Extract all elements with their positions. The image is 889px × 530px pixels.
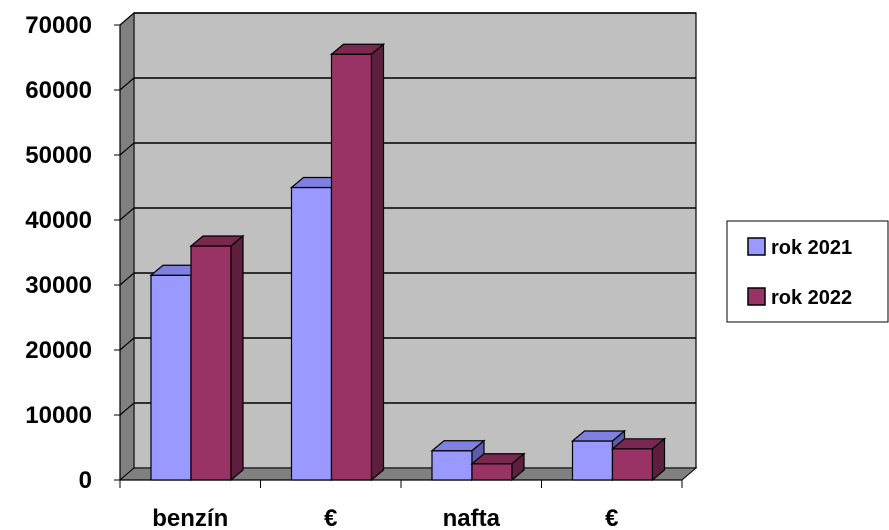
y-tick-label: 10000 (25, 402, 92, 429)
gridline-depth (119, 207, 135, 221)
x-category-label: nafta (443, 505, 501, 530)
bar-front (611, 448, 654, 481)
legend-swatch-2021 (747, 237, 766, 256)
y-tick-label: 70000 (25, 12, 92, 39)
legend-label-2021: rok 2021 (771, 237, 852, 259)
x-axis: benzín € nafta € (119, 479, 683, 530)
y-tick-label: 60000 (25, 77, 92, 104)
y-tick-label: 30000 (25, 272, 92, 299)
x-category-label: benzín (152, 505, 228, 530)
legend: rok 2021 rok 2022 (726, 220, 889, 323)
bar (470, 452, 526, 482)
legend-label-2022: rok 2022 (771, 287, 852, 309)
x-category-label: € (324, 505, 337, 530)
bar (329, 42, 386, 482)
gridline-depth (119, 402, 135, 416)
bar-front (290, 186, 333, 481)
side-wall (119, 11, 135, 482)
y-tick-label: 40000 (25, 207, 92, 234)
gridline-depth (119, 272, 135, 286)
bar-front (330, 53, 373, 481)
legend-swatch-2022 (747, 287, 766, 306)
x-category-label: € (605, 505, 618, 530)
bar-side (511, 452, 525, 482)
bar (610, 437, 667, 482)
bar-front (190, 245, 232, 481)
gridline-depth (119, 337, 135, 351)
bar-side (651, 437, 666, 482)
bars (149, 42, 667, 482)
bar (189, 234, 245, 482)
y-tick-label: 0 (79, 467, 92, 494)
gridline-depth (119, 142, 135, 156)
y-axis: 0 10000 20000 30000 40000 50000 60000 70000 (25, 12, 121, 494)
bar-front (150, 274, 192, 481)
y-tick-label: 20000 (25, 337, 92, 364)
y-tick-label: 50000 (25, 142, 92, 169)
gridline-depth (119, 77, 135, 91)
bar-front (571, 440, 614, 481)
bar (570, 429, 627, 482)
bar-side (370, 42, 385, 482)
bar-side (230, 234, 244, 482)
bar-front (431, 450, 473, 481)
gridline-depth (119, 12, 135, 26)
bar-front (471, 463, 513, 481)
